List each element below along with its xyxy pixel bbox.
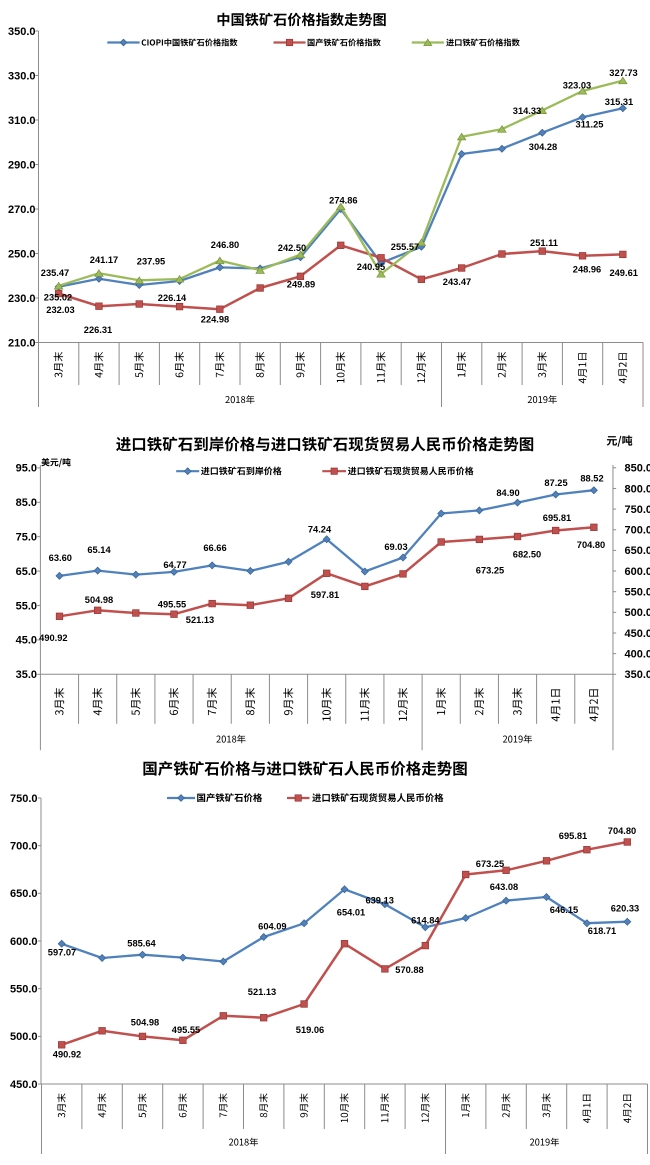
svg-text:240.95: 240.95: [357, 262, 385, 272]
svg-text:750.0: 750.0: [10, 793, 38, 805]
svg-text:495.55: 495.55: [158, 600, 186, 610]
svg-text:618.71: 618.71: [588, 926, 616, 936]
svg-text:310.0: 310.0: [8, 115, 36, 127]
svg-text:45.0: 45.0: [16, 635, 37, 647]
svg-text:695.81: 695.81: [559, 831, 587, 841]
svg-text:521.13: 521.13: [186, 615, 214, 625]
svg-text:673.25: 673.25: [476, 566, 504, 576]
svg-text:570.88: 570.88: [395, 965, 423, 975]
svg-text:704.80: 704.80: [577, 540, 605, 550]
svg-text:490.92: 490.92: [53, 1050, 81, 1060]
svg-text:550.0: 550.0: [10, 983, 38, 995]
svg-text:850.0: 850.0: [625, 463, 650, 475]
svg-text:230.0: 230.0: [8, 293, 36, 305]
svg-text:604.09: 604.09: [258, 922, 286, 932]
svg-text:69.03: 69.03: [384, 542, 407, 552]
svg-text:646.15: 646.15: [550, 905, 578, 915]
svg-text:249.61: 249.61: [609, 268, 637, 278]
svg-text:650.0: 650.0: [10, 888, 38, 900]
svg-text:490.92: 490.92: [39, 633, 67, 643]
svg-text:600.0: 600.0: [10, 936, 38, 948]
svg-text:585.64: 585.64: [127, 939, 156, 949]
svg-text:600.0: 600.0: [625, 566, 650, 578]
svg-text:500.0: 500.0: [10, 1031, 38, 1043]
svg-text:88.52: 88.52: [580, 474, 603, 484]
svg-text:64.77: 64.77: [163, 560, 186, 570]
svg-text:314.33: 314.33: [513, 106, 541, 116]
svg-text:400.0: 400.0: [625, 648, 650, 660]
svg-text:500.0: 500.0: [625, 607, 650, 619]
svg-text:251.11: 251.11: [530, 238, 558, 248]
svg-text:290.0: 290.0: [8, 159, 36, 171]
svg-text:95.0: 95.0: [16, 463, 37, 475]
svg-text:504.98: 504.98: [85, 595, 113, 605]
svg-text:84.90: 84.90: [496, 488, 519, 498]
svg-text:255.57: 255.57: [391, 242, 419, 252]
svg-text:323.03: 323.03: [563, 81, 591, 91]
svg-text:550.0: 550.0: [625, 587, 650, 599]
svg-text:74.24: 74.24: [308, 525, 332, 535]
svg-text:226.14: 226.14: [158, 293, 187, 303]
svg-text:311.25: 311.25: [576, 120, 604, 130]
svg-text:704.80: 704.80: [608, 826, 636, 836]
svg-text:65.0: 65.0: [16, 566, 37, 578]
svg-text:235.47: 235.47: [41, 268, 69, 278]
svg-text:700.0: 700.0: [10, 840, 38, 852]
svg-text:639.13: 639.13: [365, 896, 393, 906]
svg-text:350.0: 350.0: [8, 26, 36, 38]
svg-text:327.73: 327.73: [609, 68, 637, 78]
svg-text:620.33: 620.33: [611, 904, 639, 914]
svg-text:65.14: 65.14: [87, 545, 111, 555]
svg-text:210.0: 210.0: [8, 337, 36, 349]
svg-text:242.50: 242.50: [278, 243, 306, 253]
svg-text:450.0: 450.0: [625, 628, 650, 640]
svg-text:35.0: 35.0: [16, 669, 37, 681]
svg-text:66.66: 66.66: [203, 543, 226, 553]
svg-text:224.98: 224.98: [201, 315, 229, 325]
svg-text:243.47: 243.47: [443, 277, 471, 287]
svg-text:75.0: 75.0: [16, 532, 37, 544]
svg-text:614.84: 614.84: [411, 916, 440, 926]
svg-text:504.98: 504.98: [131, 1018, 159, 1028]
svg-text:800.0: 800.0: [625, 483, 650, 495]
svg-text:750.0: 750.0: [625, 504, 650, 516]
svg-text:232.03: 232.03: [46, 305, 74, 315]
svg-text:350.0: 350.0: [625, 669, 650, 681]
svg-text:673.25: 673.25: [476, 859, 504, 869]
svg-text:450.0: 450.0: [10, 1079, 38, 1091]
svg-text:250.0: 250.0: [8, 248, 36, 260]
svg-text:650.0: 650.0: [625, 545, 650, 557]
svg-text:249.89: 249.89: [287, 279, 315, 289]
svg-text:237.95: 237.95: [137, 257, 165, 267]
svg-text:274.86: 274.86: [329, 195, 357, 205]
svg-text:248.96: 248.96: [573, 265, 601, 275]
svg-text:330.0: 330.0: [8, 70, 36, 82]
svg-text:695.81: 695.81: [543, 513, 571, 523]
svg-text:246.80: 246.80: [211, 240, 239, 250]
svg-text:55.0: 55.0: [16, 600, 37, 612]
svg-text:85.0: 85.0: [16, 497, 37, 509]
svg-text:270.0: 270.0: [8, 204, 36, 216]
svg-text:304.28: 304.28: [529, 142, 557, 152]
svg-text:682.50: 682.50: [513, 550, 541, 560]
svg-text:597.07: 597.07: [48, 947, 76, 957]
svg-text:495.55: 495.55: [172, 1025, 200, 1035]
svg-text:235.02: 235.02: [44, 293, 72, 303]
svg-text:597.81: 597.81: [311, 590, 339, 600]
svg-text:519.06: 519.06: [296, 1025, 324, 1035]
svg-text:241.17: 241.17: [90, 255, 118, 265]
svg-text:226.31: 226.31: [84, 325, 112, 335]
svg-text:643.08: 643.08: [490, 882, 518, 892]
svg-text:63.60: 63.60: [49, 553, 72, 563]
svg-text:521.13: 521.13: [248, 987, 276, 997]
svg-text:87.25: 87.25: [544, 478, 567, 488]
svg-text:654.01: 654.01: [337, 908, 365, 918]
svg-text:700.0: 700.0: [625, 525, 650, 537]
svg-text:315.31: 315.31: [605, 97, 633, 107]
